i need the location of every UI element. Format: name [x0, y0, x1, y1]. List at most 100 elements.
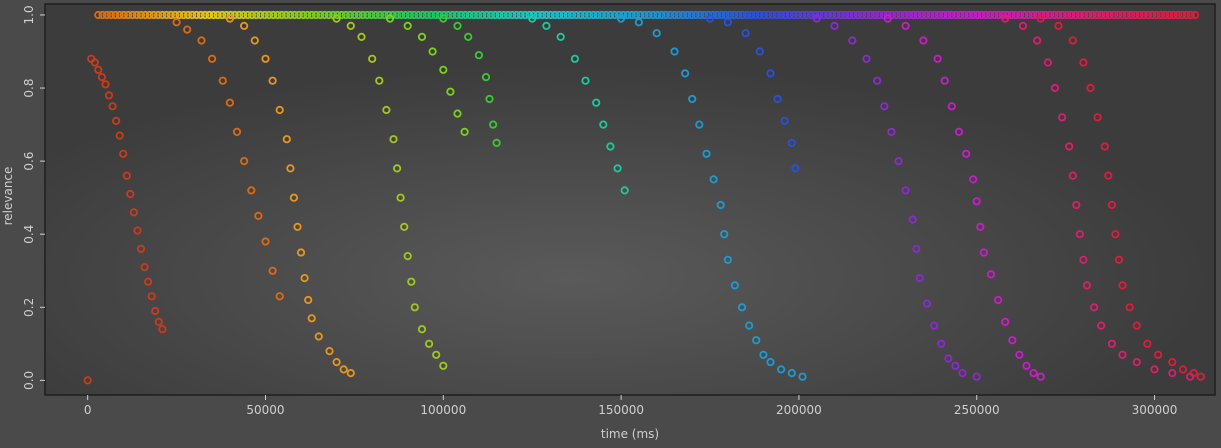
data-point: [908, 215, 917, 224]
band-point: [371, 10, 380, 20]
data-point: [268, 266, 277, 275]
band-point: [695, 10, 705, 20]
data-point: [581, 76, 590, 85]
data-point: [1068, 36, 1077, 45]
band-point: [836, 10, 846, 20]
data-point: [1001, 317, 1010, 326]
data-point: [716, 200, 725, 210]
data-point: [1125, 303, 1134, 312]
data-point: [979, 248, 988, 257]
data-point: [240, 21, 249, 30]
band-point: [345, 10, 355, 20]
band-point: [956, 10, 965, 20]
band-point: [1024, 10, 1033, 20]
data-point: [140, 262, 149, 272]
data-point: [1111, 230, 1120, 239]
data-point: [247, 186, 256, 195]
y-axis: 0.0 0.2 0.4 0.6 0.8 1.0: [22, 5, 45, 390]
data-point: [453, 109, 462, 118]
y-tick-label: 0.6: [22, 152, 36, 171]
data-point: [1054, 21, 1063, 30]
data-point: [1072, 200, 1081, 210]
band-point: [542, 10, 551, 20]
band-point: [1122, 10, 1131, 20]
data-point: [1068, 171, 1077, 180]
band-point: [819, 10, 828, 20]
data-point: [453, 21, 462, 30]
x-tick-label: 150000: [598, 403, 644, 417]
band-point: [499, 10, 508, 20]
data-marks: [83, 10, 1205, 385]
band-point: [943, 10, 952, 20]
data-point: [346, 21, 355, 30]
band-point: [307, 10, 316, 20]
data-point: [1132, 357, 1141, 367]
data-point: [944, 354, 953, 363]
band-point: [341, 10, 350, 20]
band-point: [602, 10, 611, 20]
band-point: [1161, 10, 1170, 20]
band-point: [158, 10, 167, 20]
band-point: [452, 10, 461, 20]
band-point: [926, 10, 935, 20]
data-point: [254, 211, 263, 220]
band-point: [431, 10, 440, 20]
data-point: [101, 80, 110, 89]
data-point: [346, 368, 355, 378]
band-point: [759, 10, 769, 20]
data-point: [912, 244, 921, 253]
x-tick-label: 50000: [246, 403, 284, 417]
band-point: [922, 10, 931, 20]
band-point: [299, 10, 308, 20]
data-point: [954, 127, 964, 136]
band-point: [636, 10, 645, 20]
band-point: [631, 10, 641, 20]
data-point: [780, 116, 789, 126]
data-point: [261, 54, 270, 63]
data-point: [972, 197, 981, 206]
band-point: [205, 10, 214, 20]
data-point: [144, 277, 153, 286]
data-point: [385, 14, 395, 23]
data-point: [791, 164, 800, 173]
band-point: [439, 10, 449, 20]
y-tick-label: 0.2: [22, 298, 36, 317]
data-point: [403, 252, 412, 261]
band-point: [1101, 10, 1110, 20]
data-point: [705, 14, 715, 23]
y-tick-label: 0.8: [22, 78, 36, 97]
band-point: [1139, 10, 1149, 20]
data-point: [133, 226, 142, 235]
data-point: [115, 131, 124, 140]
band-point: [1054, 10, 1063, 20]
band-point: [841, 10, 850, 20]
band-point: [1088, 10, 1097, 20]
band-point: [380, 10, 389, 20]
band-point: [363, 10, 372, 20]
data-point: [969, 175, 978, 184]
data-point: [332, 357, 341, 367]
data-point: [293, 222, 302, 231]
data-point: [1058, 113, 1067, 122]
data-point: [492, 138, 501, 147]
band-point: [469, 10, 478, 20]
band-point: [448, 10, 457, 20]
data-point: [570, 54, 580, 63]
data-point: [798, 372, 807, 381]
band-point: [567, 10, 577, 20]
data-point: [759, 350, 768, 359]
band-point: [281, 10, 291, 20]
band-point: [179, 10, 188, 20]
data-point: [147, 292, 156, 301]
band-point: [977, 10, 986, 20]
band-point: [768, 10, 777, 20]
data-point: [286, 164, 295, 173]
data-point: [752, 336, 761, 345]
data-point: [1132, 321, 1141, 330]
band-point: [1156, 10, 1166, 20]
band-point: [584, 10, 594, 20]
data-point: [208, 54, 217, 63]
band-point: [166, 10, 175, 20]
band-point: [1097, 10, 1106, 20]
